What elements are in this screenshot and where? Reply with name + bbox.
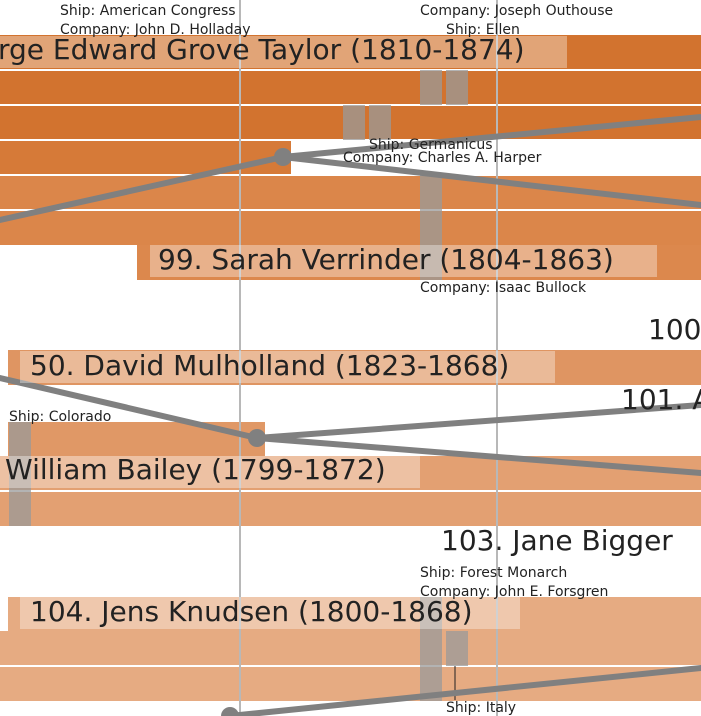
label-bg (150, 245, 657, 277)
ship-label: Ship: Ellen (446, 22, 520, 38)
person-name: 99. Sarah Verrinder (1804-1863) (158, 243, 614, 276)
node (248, 429, 266, 447)
node (274, 148, 292, 166)
band (0, 140, 291, 175)
ship-marker (446, 70, 468, 105)
label-bg (20, 351, 555, 383)
label-bg (0, 456, 420, 488)
company-label: Company: Charles A. Harper (343, 150, 542, 166)
company-label: Company: John D. Holladay (60, 22, 251, 38)
ship-marker (343, 105, 365, 140)
band (137, 245, 701, 280)
company-label: Company: Isaac Bullock (420, 280, 587, 296)
band (8, 350, 701, 385)
company-label: Company: Joseph Outhouse (420, 3, 613, 19)
node (221, 707, 239, 716)
person-name: 101. A (621, 383, 701, 416)
company-label: Company: John E. Forsgren (420, 584, 608, 600)
routes (0, 114, 701, 716)
ship-marker (420, 70, 442, 105)
ship-label: Ship: American Congress (60, 3, 236, 19)
band (8, 597, 701, 631)
person-name: 100 (648, 313, 701, 346)
ship-label: Ship: Italy (446, 700, 516, 716)
band (8, 422, 265, 456)
person-name: rge Edward Grove Taylor (1810-1874) (0, 33, 525, 66)
label-bg (636, 315, 701, 347)
ship-marker (446, 631, 468, 666)
ship-label: Ship: Forest Monarch (420, 565, 567, 581)
ship-marker (420, 175, 442, 280)
person-name: 104. Jens Knudsen (1800-1868) (30, 595, 473, 628)
person-name: 50. David Mulholland (1823-1868) (30, 349, 509, 382)
label-bg (0, 36, 567, 68)
name-labels: rge Edward Grove Taylor (1810-1874) 99. … (0, 33, 701, 629)
label-bg (20, 597, 520, 629)
ship-label: Ship: Colorado (9, 409, 111, 425)
ship-markers (9, 70, 468, 701)
voyage-labels: Ship: American Congress Company: John D.… (9, 3, 613, 716)
ship-marker (369, 105, 391, 140)
person-name: 103. Jane Bigger (441, 524, 673, 557)
ship-label: Ship: Germanicus (369, 137, 493, 153)
route (227, 665, 701, 716)
person-name: William Bailey (1799-1872) (5, 453, 386, 486)
ship-marker (420, 597, 442, 701)
ship-marker (9, 422, 31, 526)
bands (0, 35, 701, 701)
